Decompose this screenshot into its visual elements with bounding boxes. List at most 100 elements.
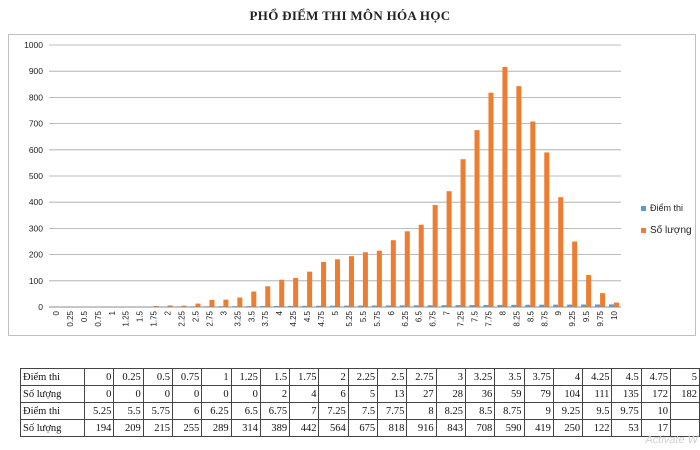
- table-cell: 27: [406, 385, 437, 403]
- x-tick-label-8.25: 8.25: [512, 310, 521, 326]
- table-cell: 314: [230, 419, 261, 437]
- table-cell: 0: [84, 385, 115, 403]
- x-tick-label-0.5: 0.5: [80, 310, 89, 322]
- y-tick-label-400: 400: [29, 197, 43, 207]
- table-cell: [670, 419, 700, 437]
- table-cell: 0: [84, 368, 115, 386]
- table-cell: 0: [201, 385, 232, 403]
- table-cell: 9: [523, 402, 554, 420]
- table-cell: 209: [113, 419, 144, 437]
- table-cell: 675: [347, 419, 379, 437]
- bar-so-luong-5: [335, 259, 341, 307]
- table-cell: 1.25: [230, 368, 261, 386]
- table-cell: 708: [464, 419, 496, 437]
- table-cell: 7.5: [347, 402, 379, 420]
- bar-diem-thi-7.5: [469, 305, 475, 307]
- table-cell: 3.75: [523, 368, 554, 386]
- bar-so-luong-2.5: [195, 303, 201, 307]
- y-tick-label-0: 0: [38, 302, 43, 312]
- legend-swatch-so-luong: [641, 228, 646, 233]
- x-tick-label-1.5: 1.5: [136, 310, 145, 322]
- bar-diem-thi-6.5: [413, 305, 419, 307]
- table-cell: 9.25: [552, 402, 584, 420]
- bar-so-luong-2.25: [181, 305, 187, 307]
- table-cell: 255: [171, 419, 203, 437]
- bar-diem-thi-9: [553, 304, 559, 307]
- x-tick-label-2.25: 2.25: [178, 310, 187, 326]
- x-tick-label-4: 4: [275, 310, 284, 315]
- table-row: Điểm thi 0 0.25 0.5 0.75 1 1.25 1.5 1.75 2 2.25 2.5…: [19, 368, 700, 386]
- table-cell: 7.25: [318, 402, 349, 420]
- y-tick-label-500: 500: [29, 171, 43, 181]
- table-cell: 3.5: [494, 368, 525, 386]
- bar-diem-thi-4: [274, 305, 280, 307]
- table-cell: 4.5: [611, 368, 642, 386]
- bar-so-luong-10: [614, 302, 620, 307]
- table-cell: 389: [259, 419, 291, 437]
- x-tick-label-7: 7: [443, 310, 452, 315]
- chart-area: 0 100 200 300 400 500 600 700 800 900 1000 0 0.25 0.5…: [8, 34, 696, 336]
- table-cell: 6.75: [259, 402, 291, 420]
- legend-item-so-luong: Số lượng: [641, 225, 692, 236]
- table-cell: 36: [464, 385, 496, 403]
- bar-so-luong-5.75: [376, 250, 382, 307]
- table-cell: 818: [377, 419, 408, 437]
- bar-so-luong-6.75: [432, 205, 438, 307]
- table-cell: 6: [318, 385, 349, 403]
- x-tick-label-8.75: 8.75: [540, 310, 549, 326]
- x-tick-label-0: 0: [52, 310, 61, 315]
- legend-swatch-diem-thi: [641, 205, 646, 211]
- x-tick-label-6: 6: [387, 310, 396, 315]
- bar-diem-thi-8.75: [539, 304, 545, 307]
- table-cell: 10: [640, 402, 672, 420]
- bar-diem-thi-9.75: [595, 304, 601, 307]
- table-cell: 0: [142, 385, 173, 403]
- table-cell: 9.75: [611, 402, 642, 420]
- table-cell: 4.25: [582, 368, 613, 386]
- bar-so-luong-8: [502, 67, 508, 307]
- x-tick-label-1.75: 1.75: [150, 310, 159, 326]
- bar-so-luong-8.25: [516, 86, 522, 307]
- bar-so-luong-3: [223, 299, 229, 307]
- x-tick-label-0.75: 0.75: [94, 310, 103, 326]
- table-cell: 6.25: [201, 402, 232, 420]
- table-cell: 590: [494, 419, 525, 437]
- legend-label-diem-thi: Điểm thi: [650, 203, 684, 213]
- table-cell: 289: [201, 419, 232, 437]
- bar-so-luong-9.25: [572, 241, 578, 307]
- y-tick-label-100: 100: [29, 276, 43, 286]
- bar-diem-thi-5.5: [357, 305, 363, 307]
- bar-diem-thi-5.75: [371, 305, 377, 307]
- bar-diem-thi-8.5: [525, 304, 531, 307]
- table-row-label: Điểm thi: [19, 368, 86, 386]
- bar-so-luong-1.75: [153, 305, 159, 307]
- table-cell: 2: [259, 385, 291, 403]
- table-cell: 4.75: [640, 368, 672, 386]
- table-cell: 135: [611, 385, 642, 403]
- table-cell: 916: [406, 419, 437, 437]
- x-tick-label-9.5: 9.5: [582, 310, 591, 322]
- x-tick-label-3: 3: [219, 310, 228, 315]
- table-cell: 7.75: [377, 402, 408, 420]
- table-row-label: Số lượng: [19, 385, 86, 403]
- table-cell: 1.5: [259, 368, 291, 386]
- bar-diem-thi-6: [385, 305, 391, 307]
- table-cell: 8.25: [435, 402, 466, 420]
- table-cell: 8.5: [464, 402, 496, 420]
- bar-diem-thi-4.5: [302, 305, 308, 307]
- table-cell: 9.5: [582, 402, 613, 420]
- table-cell: [670, 402, 700, 420]
- x-tick-label-5.75: 5.75: [373, 310, 382, 326]
- bar-so-luong-5.25: [348, 256, 354, 307]
- x-tick-label-6.5: 6.5: [415, 310, 424, 322]
- table-cell: 4: [552, 368, 584, 386]
- bar-so-luong-7.5: [474, 130, 480, 307]
- x-tick-label-4.5: 4.5: [303, 310, 312, 322]
- x-tick-label-9: 9: [554, 310, 563, 315]
- table-row-label: Điểm thi: [19, 402, 86, 420]
- table-cell: 111: [582, 385, 613, 403]
- table-cell: 194: [84, 419, 115, 437]
- table-cell: 0: [113, 385, 144, 403]
- table-cell: 2.5: [377, 368, 408, 386]
- x-tick-label-7.5: 7.5: [471, 310, 480, 322]
